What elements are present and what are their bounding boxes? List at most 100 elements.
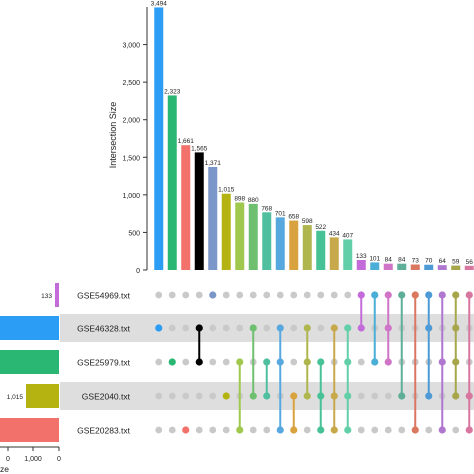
bar-value-label: 522 bbox=[315, 224, 326, 231]
set-size-tick-label: 1,000 bbox=[24, 456, 42, 463]
matrix-dot-filled bbox=[411, 291, 419, 299]
y-tick-label: 3,000 bbox=[122, 43, 140, 50]
bar-value-label: 59 bbox=[452, 259, 460, 266]
matrix-dot-empty bbox=[168, 291, 176, 299]
matrix-dot-empty bbox=[236, 324, 244, 332]
intersection-bar bbox=[424, 264, 434, 270]
matrix-dot-empty bbox=[290, 291, 298, 299]
bar-value-label: 84 bbox=[398, 257, 406, 264]
matrix-dot-filled bbox=[209, 291, 217, 299]
matrix-dot-empty bbox=[384, 392, 392, 400]
matrix-dot-filled bbox=[438, 291, 446, 299]
bar-value-label: 880 bbox=[248, 197, 259, 204]
matrix-dot-empty bbox=[182, 358, 190, 366]
matrix-dot-filled bbox=[303, 324, 311, 332]
y-tick-label: 1,500 bbox=[122, 155, 140, 162]
intersection-bar bbox=[302, 225, 312, 270]
bar-value-label: 2,323 bbox=[164, 88, 181, 95]
matrix-dot-empty bbox=[290, 358, 298, 366]
matrix-dot-filled bbox=[249, 392, 257, 400]
matrix-dot-empty bbox=[168, 324, 176, 332]
matrix-dot-empty bbox=[195, 392, 203, 400]
matrix-dot-filled bbox=[452, 291, 460, 299]
matrix-dot-filled bbox=[344, 324, 352, 332]
matrix-dot-filled bbox=[168, 358, 176, 366]
set-size-bar bbox=[55, 283, 59, 307]
set-name-label: GSE2040.txt bbox=[82, 392, 131, 402]
matrix-dot-empty bbox=[249, 291, 257, 299]
matrix-dot-filled bbox=[452, 392, 460, 400]
matrix-dot-filled bbox=[398, 392, 406, 400]
matrix-dot-filled bbox=[276, 358, 284, 366]
matrix-dot-empty bbox=[263, 324, 271, 332]
matrix-dot-filled bbox=[438, 426, 446, 434]
matrix-dot-filled bbox=[357, 291, 365, 299]
matrix-dot-empty bbox=[155, 291, 163, 299]
matrix-dot-empty bbox=[155, 358, 163, 366]
matrix-dot-empty bbox=[209, 358, 217, 366]
matrix-dot-filled bbox=[155, 324, 163, 332]
matrix-dot-empty bbox=[222, 426, 230, 434]
matrix-dot-filled bbox=[195, 358, 203, 366]
matrix-dot-filled bbox=[317, 426, 325, 434]
intersection-bar bbox=[154, 7, 164, 270]
matrix-dot-filled bbox=[344, 392, 352, 400]
intersection-bar bbox=[464, 265, 474, 270]
matrix-dot-empty bbox=[317, 291, 325, 299]
matrix-dot-filled bbox=[344, 426, 352, 434]
matrix-dot-filled bbox=[438, 358, 446, 366]
matrix-dot-empty bbox=[209, 392, 217, 400]
y-tick-label: 0 bbox=[136, 268, 140, 275]
matrix-dot-empty bbox=[398, 426, 406, 434]
matrix-dot-empty bbox=[330, 291, 338, 299]
bar-value-label: 84 bbox=[385, 257, 393, 264]
bar-value-label: 768 bbox=[261, 205, 272, 212]
matrix-dot-empty bbox=[195, 291, 203, 299]
bar-value-label: 3,494 bbox=[151, 0, 168, 7]
matrix-dot-filled bbox=[384, 358, 392, 366]
y-axis: Intersection Size 0 500 1,000 1,500 2,000 2,5… bbox=[108, 7, 148, 275]
intersection-bar bbox=[356, 260, 366, 270]
bar-value-label: 407 bbox=[342, 232, 353, 239]
matrix-dot-empty bbox=[222, 324, 230, 332]
matrix-dot-filled bbox=[290, 392, 298, 400]
matrix-dot-empty bbox=[155, 392, 163, 400]
matrix-dot-empty bbox=[357, 392, 365, 400]
matrix-dot-filled bbox=[465, 426, 473, 434]
matrix-dot-filled bbox=[236, 426, 244, 434]
matrix-dot-empty bbox=[317, 324, 325, 332]
matrix-dot-empty bbox=[182, 291, 190, 299]
matrix-dot-filled bbox=[344, 358, 352, 366]
bar-value-label: 64 bbox=[439, 258, 447, 265]
intersection-bar bbox=[437, 265, 447, 270]
matrix-dot-filled bbox=[303, 392, 311, 400]
matrix-dot-filled bbox=[452, 324, 460, 332]
intersection-bar bbox=[397, 263, 407, 270]
intersection-bar bbox=[329, 237, 339, 270]
matrix-dot-filled bbox=[276, 426, 284, 434]
matrix-dot-filled bbox=[263, 358, 271, 366]
bar-value-label: 598 bbox=[302, 218, 313, 225]
y-tick-label: 2,500 bbox=[122, 80, 140, 87]
y-tick-label: 1,000 bbox=[122, 193, 140, 200]
matrix-dot-filled bbox=[249, 324, 257, 332]
matrix-dot-filled bbox=[384, 324, 392, 332]
matrix-dot-filled bbox=[465, 291, 473, 299]
set-size-axis-label: ze bbox=[0, 464, 9, 474]
matrix-dot-filled bbox=[222, 392, 230, 400]
matrix-dot-filled bbox=[371, 291, 379, 299]
matrix-dot-empty bbox=[263, 291, 271, 299]
matrix-dot-empty bbox=[276, 291, 284, 299]
set-name-label: GSE25979.txt bbox=[77, 358, 131, 368]
set-size-label: 133 bbox=[41, 293, 52, 300]
matrix-dot-filled bbox=[425, 392, 433, 400]
set-name-label: GSE54969.txt bbox=[77, 291, 131, 301]
matrix-dot-empty bbox=[155, 426, 163, 434]
intersection-bar bbox=[370, 262, 380, 270]
matrix-dot-filled bbox=[371, 358, 379, 366]
matrix-dot-filled bbox=[384, 291, 392, 299]
matrix-dot-empty bbox=[452, 426, 460, 434]
intersection-matrix: GSE54969.txt GSE46328.txt GSE25979.txt GSE2… bbox=[60, 291, 474, 436]
matrix-dot-filled bbox=[452, 358, 460, 366]
intersection-bar bbox=[167, 95, 177, 270]
